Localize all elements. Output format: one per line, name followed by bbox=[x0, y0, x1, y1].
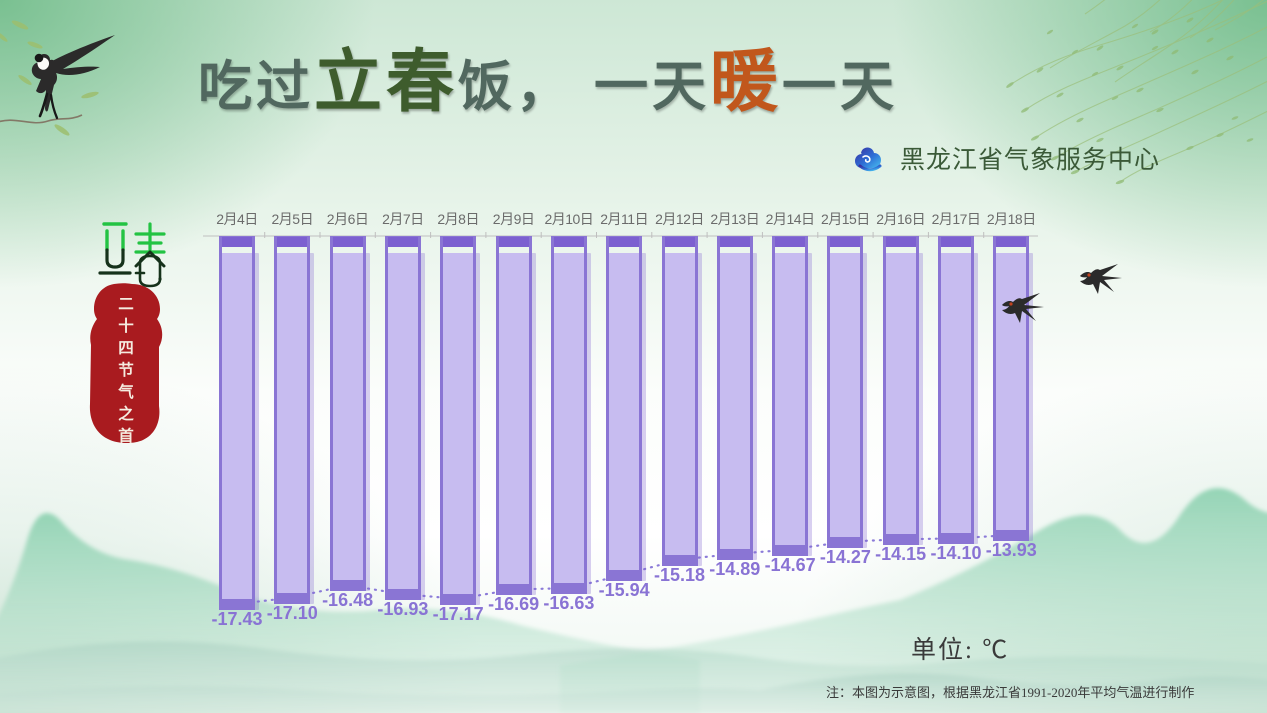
svg-text:气: 气 bbox=[117, 382, 134, 401]
svg-text:节: 节 bbox=[118, 360, 134, 379]
svg-text:之: 之 bbox=[118, 404, 134, 423]
svg-text:四: 四 bbox=[118, 340, 134, 357]
svg-text:二: 二 bbox=[118, 296, 134, 313]
svg-text:首: 首 bbox=[118, 426, 134, 445]
svg-text:十: 十 bbox=[118, 316, 134, 335]
